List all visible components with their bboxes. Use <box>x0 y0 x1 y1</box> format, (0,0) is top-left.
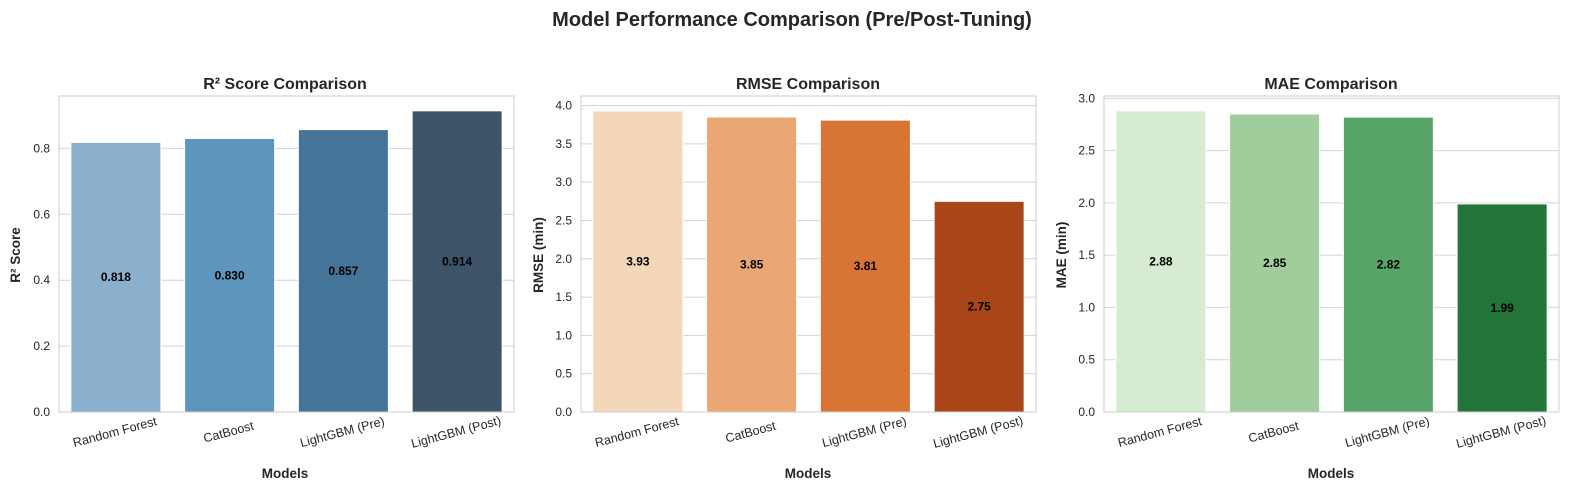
r2-chart: R² Score Comparison Models R² Score 0.0 0… <box>8 76 515 481</box>
rmse-xtick-label: CatBoost <box>724 419 778 446</box>
r2-bar <box>411 110 503 413</box>
rmse-ytick-label: 0.0 <box>555 405 572 419</box>
r2-plot-frame <box>58 95 515 413</box>
r2-ytick-label: 0.8 <box>33 141 50 155</box>
mae-chart-xlabel: Models <box>1308 466 1355 481</box>
mae-bar <box>1456 203 1548 413</box>
mae-bar <box>1229 113 1321 413</box>
rmse-value-label: 3.93 <box>626 254 650 268</box>
rmse-ytick-label: 1.5 <box>555 290 572 304</box>
mae-plot-frame <box>1103 95 1560 413</box>
r2-xtick-label: Random Forest <box>71 414 158 450</box>
rmse-bar <box>592 110 684 413</box>
rmse-bar <box>933 200 1025 413</box>
r2-ytick-label: 0.2 <box>33 339 50 353</box>
r2-xtick-label: LightGBM (Pre) <box>299 414 387 450</box>
mae-ytick-label: 0.0 <box>1078 405 1095 419</box>
mae-bar <box>1342 116 1434 413</box>
r2-bar <box>297 129 389 413</box>
mae-xtick-label: Random Forest <box>1116 414 1203 450</box>
mae-chart: MAE Comparison Models MAE (min) 0.0 0.5 1.… <box>1054 76 1560 481</box>
rmse-ytick-label: 0.5 <box>555 367 572 381</box>
r2-ytick-label: 0.4 <box>33 273 50 287</box>
rmse-ytick-label: 3.5 <box>555 137 572 151</box>
rmse-chart-ylabel: RMSE (min) <box>531 217 546 293</box>
rmse-chart-xlabel: Models <box>785 466 832 481</box>
mae-ytick-label: 2.0 <box>1078 196 1095 210</box>
rmse-chart-title: RMSE Comparison <box>736 76 880 93</box>
r2-xtick-label: LightGBM (Post) <box>410 413 503 450</box>
mae-chart-title: MAE Comparison <box>1264 76 1397 93</box>
figure-title: Model Performance Comparison (Pre/Post-T… <box>552 9 1032 31</box>
rmse-bar <box>819 119 911 413</box>
mae-xtick-label: LightGBM (Post) <box>1455 413 1548 450</box>
mae-xtick-label: LightGBM (Pre) <box>1344 414 1432 450</box>
rmse-plot-frame <box>580 95 1037 413</box>
rmse-bar <box>706 116 798 413</box>
r2-chart-title: R² Score Comparison <box>203 76 367 93</box>
rmse-chart: RMSE Comparison Models RMSE (min) 0.0 0.5… <box>531 76 1037 481</box>
rmse-ytick-label: 4.0 <box>555 99 572 113</box>
rmse-xtick-label: LightGBM (Pre) <box>821 414 909 450</box>
rmse-value-label: 3.81 <box>854 259 878 273</box>
r2-value-label: 0.818 <box>101 270 131 284</box>
r2-chart-ylabel: R² Score <box>8 227 23 283</box>
rmse-ytick-label: 1.0 <box>555 328 572 342</box>
mae-ytick-label: 1.5 <box>1078 248 1095 262</box>
rmse-ytick-label: 3.0 <box>555 175 572 189</box>
mae-value-label: 2.88 <box>1149 254 1173 268</box>
rmse-value-label: 2.75 <box>967 300 991 314</box>
mae-xtick-label: CatBoost <box>1247 419 1301 446</box>
r2-ytick-label: 0.0 <box>33 405 50 419</box>
rmse-value-label: 3.85 <box>740 258 764 272</box>
r2-ytick-label: 0.6 <box>33 207 50 221</box>
r2-xtick-label: CatBoost <box>202 419 256 446</box>
mae-value-label: 1.99 <box>1490 301 1514 315</box>
rmse-xtick-label: Random Forest <box>593 414 680 450</box>
mae-ytick-label: 1.0 <box>1078 300 1095 314</box>
rmse-xtick-label: LightGBM (Post) <box>932 413 1025 450</box>
mae-ytick-label: 0.5 <box>1078 353 1095 367</box>
mae-value-label: 2.82 <box>1377 258 1401 272</box>
r2-value-label: 0.857 <box>328 264 358 278</box>
mae-ytick-label: 3.0 <box>1078 91 1095 105</box>
mae-ytick-label: 2.5 <box>1078 144 1095 158</box>
rmse-ytick-label: 2.0 <box>555 252 572 266</box>
r2-value-label: 0.830 <box>215 268 245 282</box>
r2-bar <box>70 141 162 413</box>
mae-bar <box>1115 110 1207 413</box>
r2-value-label: 0.914 <box>442 254 472 268</box>
r2-chart-xlabel: Models <box>262 466 309 481</box>
rmse-ytick-label: 2.5 <box>555 213 572 227</box>
mae-chart-ylabel: MAE (min) <box>1054 222 1069 289</box>
mae-value-label: 2.85 <box>1263 256 1287 270</box>
